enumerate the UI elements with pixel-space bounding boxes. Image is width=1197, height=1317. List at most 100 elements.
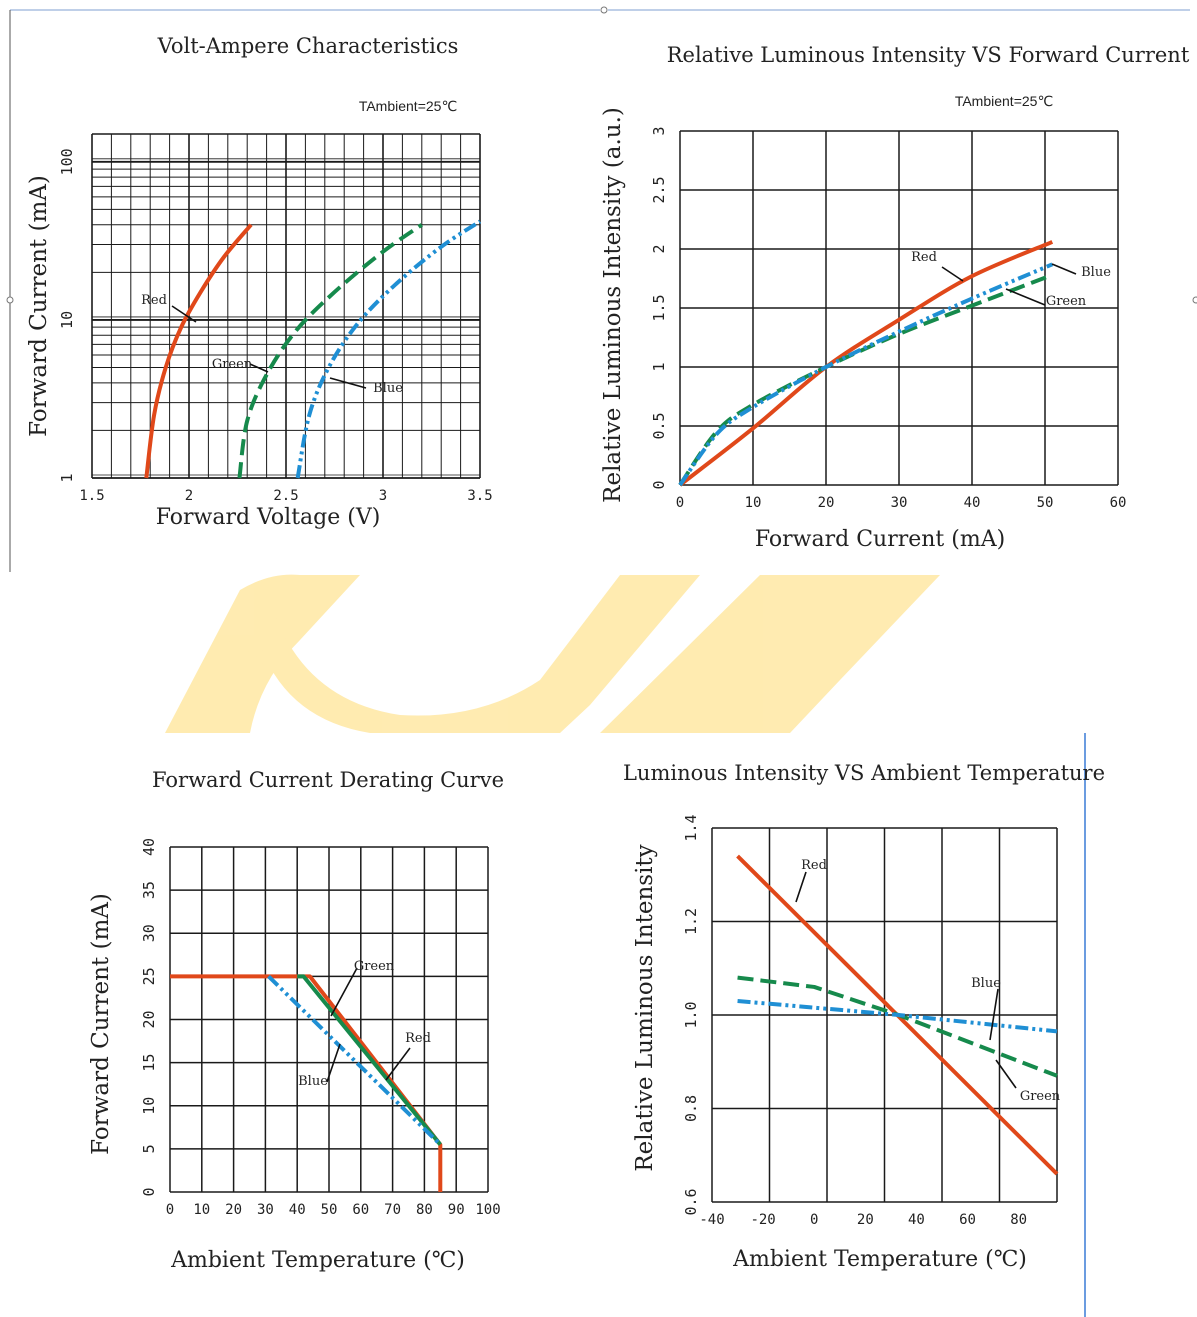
x-tick-label: 60 (352, 1202, 369, 1218)
x-axis-label: Ambient Temperature (℃) (732, 1247, 1027, 1272)
annotation-leader (249, 363, 269, 373)
series-label-blue: Blue (1081, 265, 1111, 280)
annotation-leader (995, 1059, 1017, 1089)
x-tick-label: 3 (379, 488, 387, 504)
y-tick-label: 30 (140, 924, 158, 942)
series-line-blue (295, 219, 482, 479)
page-frame (6, 6, 1197, 1317)
frame-handle-top (600, 6, 608, 14)
x-tick-label: 20 (225, 1202, 242, 1218)
annotation-leader (941, 266, 964, 282)
x-axis-label: Ambient Temperature (℃) (170, 1248, 465, 1273)
y-axis-label: Relative Luminous Intensity (a.u.) (600, 107, 626, 503)
series-label-green: Green (1020, 1089, 1061, 1104)
frame-handle-right (1192, 296, 1197, 304)
x-tick-label: 80 (1010, 1212, 1027, 1228)
x-axis-label: Forward Current (mA) (755, 527, 1005, 552)
x-tick-label: 60 (959, 1212, 976, 1228)
x-tick-label: 40 (908, 1212, 925, 1228)
y-tick-label: 25 (140, 967, 158, 985)
x-tick-label: -40 (699, 1212, 724, 1228)
y-tick-label: 35 (140, 881, 158, 899)
y-tick-label: 1 (650, 362, 668, 371)
series-line-blue (737, 998, 1058, 1034)
y-tick-label: 5 (140, 1144, 158, 1153)
x-tick-label: 20 (818, 495, 835, 511)
series-label-red: Red (141, 293, 167, 308)
x-tick-label: 0 (166, 1202, 174, 1218)
series-label-green: Green (1046, 294, 1087, 309)
y-tick-label: 0 (140, 1187, 158, 1196)
y-tick-label: 0.6 (682, 1188, 700, 1215)
series-line-green (237, 223, 423, 479)
y-tick-label: 20 (140, 1010, 158, 1028)
chart-title: Forward Current Derating Curve (152, 768, 504, 792)
x-tick-label: 10 (193, 1202, 210, 1218)
watermark-shape-right (600, 575, 940, 733)
series-label-green: Green (354, 959, 395, 974)
chart-luminous-vs-current: Relative Luminous Intensity VS Forward C… (600, 43, 1190, 552)
x-axis-label: Forward Voltage (V) (156, 505, 381, 530)
series-line-red (678, 240, 1054, 487)
y-axis-label: Relative Luminous Intensity (632, 844, 658, 1171)
y-tick-label: 0.8 (682, 1095, 700, 1122)
x-tick-label: 0 (810, 1212, 818, 1228)
annotation-leader (329, 377, 367, 389)
series-line-red (170, 974, 443, 1192)
x-tick-label: 80 (416, 1202, 433, 1218)
series-label-red: Red (405, 1031, 431, 1046)
y-tick-label: 10 (140, 1097, 158, 1115)
y-tick-label: 100 (58, 148, 76, 175)
x-tick-label: -20 (750, 1212, 775, 1228)
series-line-blue (267, 974, 442, 1146)
x-tick-label: 20 (857, 1212, 874, 1228)
x-tick-label: 30 (257, 1202, 274, 1218)
annotation-leader (326, 1043, 341, 1083)
series-line-green (737, 975, 1058, 1078)
chart-luminous-vs-temperature: Luminous Intensity VS Ambient Temperatur… (623, 761, 1105, 1272)
y-tick-label: 1.0 (682, 1001, 700, 1028)
y-tick-label: 0 (650, 480, 668, 489)
annotation-leader (330, 967, 358, 1017)
annotation-leader (989, 988, 999, 1041)
chart-title: Relative Luminous Intensity VS Forward C… (667, 43, 1190, 67)
x-tick-label: 2.5 (273, 488, 298, 504)
series-label-green: Green (212, 357, 253, 372)
y-tick-label: 3 (650, 126, 668, 135)
y-tick-label: 2 (650, 244, 668, 253)
y-tick-label: 1.2 (682, 908, 700, 935)
frame-handle-left (6, 296, 14, 304)
y-tick-label: 2.5 (650, 176, 668, 203)
x-tick-label: 2 (185, 488, 193, 504)
x-tick-label: 40 (964, 495, 981, 511)
plot-grid (91, 133, 481, 479)
x-tick-label: 1.5 (79, 488, 104, 504)
annotation-leader (385, 1047, 411, 1081)
series-label-red: Red (801, 858, 827, 873)
series-label-blue: Blue (373, 381, 403, 396)
condition-label: TAmbient=25℃ (955, 93, 1053, 109)
x-tick-label: 0 (676, 495, 684, 511)
x-tick-label: 70 (384, 1202, 401, 1218)
watermark-shape-swoosh (262, 575, 700, 733)
chart-title: Luminous Intensity VS Ambient Temperatur… (623, 761, 1105, 785)
series-line-green (678, 273, 1054, 487)
watermark-logo (165, 574, 940, 733)
y-tick-label: 15 (140, 1054, 158, 1072)
y-axis-label: Forward Current (mA) (88, 893, 114, 1155)
annotation-leader (795, 871, 807, 903)
annotation-leader (1005, 288, 1046, 306)
series-line-blue (678, 262, 1054, 487)
watermark-shape-left (165, 574, 360, 733)
x-tick-label: 50 (321, 1202, 338, 1218)
y-tick-label: 1.5 (650, 294, 668, 321)
x-tick-label: 90 (448, 1202, 465, 1218)
series-line-green (297, 974, 442, 1146)
x-tick-label: 60 (1110, 495, 1127, 511)
watermark-shape-dot (227, 640, 265, 700)
y-tick-label: 40 (140, 838, 158, 856)
annotation-leader (1051, 263, 1077, 275)
chart-title: Volt-Ampere Characteristics (157, 34, 459, 58)
x-tick-label: 100 (475, 1202, 500, 1218)
